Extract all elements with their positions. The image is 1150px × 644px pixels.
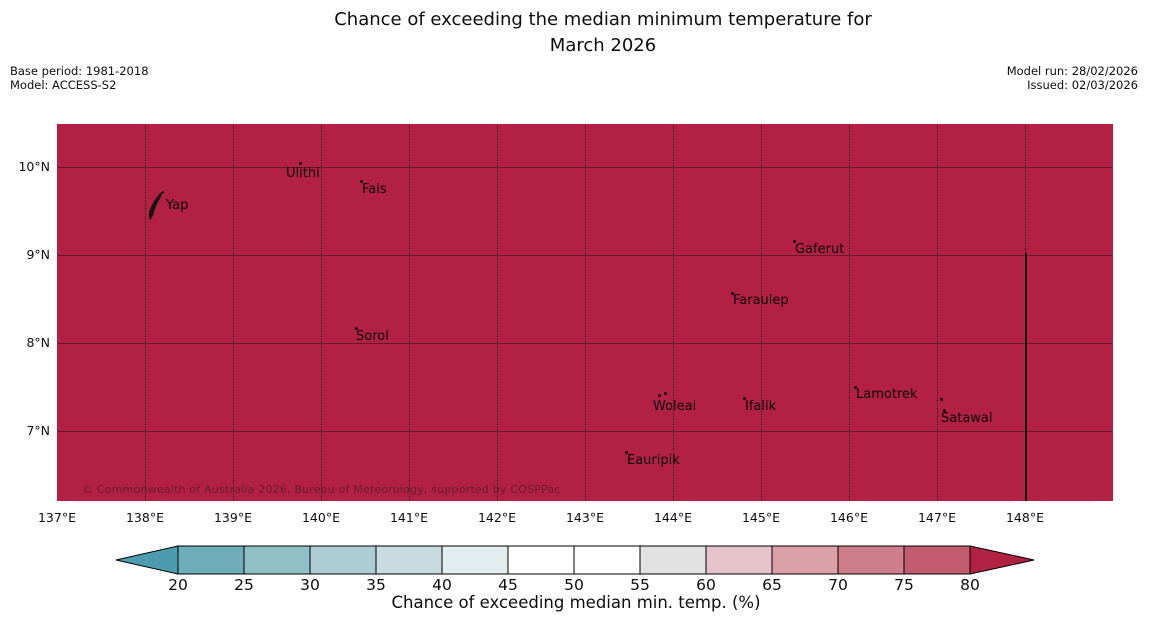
island-label: Satawal <box>941 411 993 426</box>
model-run-text: Model run: 28/02/2026 <box>1006 64 1138 78</box>
colorbar-tick-label: 25 <box>234 576 254 594</box>
island-label: Fais <box>362 182 387 197</box>
island-label: Faraulep <box>733 293 789 308</box>
model-info: Base period: 1981-2018 Model: ACCESS-S2 <box>10 64 149 92</box>
island-marker-dot <box>355 327 358 330</box>
colorbar-tick-label: 50 <box>564 576 584 594</box>
island-label: Gaferut <box>795 242 845 257</box>
colorbar-segment <box>837 545 905 575</box>
island-label: Sorol <box>356 329 389 344</box>
gridline-vertical <box>585 124 586 501</box>
colorbar-segment <box>573 545 641 575</box>
colorbar-segment <box>309 545 377 575</box>
gridline-horizontal <box>57 255 1113 256</box>
gridline-horizontal <box>57 431 1113 432</box>
colorbar <box>115 545 1035 575</box>
colorbar-segment <box>639 545 707 575</box>
island-marker-dot <box>743 397 746 400</box>
colorbar-tick-label: 70 <box>828 576 848 594</box>
colorbar-segment <box>507 545 575 575</box>
x-tick-label: 138°E <box>125 510 164 525</box>
colorbar-segment <box>177 545 245 575</box>
colorbar-tick-label: 30 <box>300 576 320 594</box>
gridline-vertical <box>673 124 674 501</box>
colorbar-segment <box>771 545 839 575</box>
x-tick-label: 143°E <box>565 510 604 525</box>
island-marker-dot <box>854 386 857 389</box>
gridline-vertical <box>409 124 410 501</box>
island-marker-dot <box>940 398 943 401</box>
gridline-vertical <box>937 124 938 501</box>
island-marker-dot <box>943 409 946 412</box>
gridline-horizontal <box>57 167 1113 168</box>
colorbar-tick-label: 45 <box>498 576 518 594</box>
x-tick-label: 145°E <box>741 510 780 525</box>
gridline-horizontal <box>57 343 1113 344</box>
run-info: Model run: 28/02/2026 Issued: 02/03/2026 <box>1007 64 1138 92</box>
issued-text: Issued: 02/03/2026 <box>1027 78 1138 92</box>
colorbar-segment <box>243 545 311 575</box>
model-name-text: Model: ACCESS-S2 <box>10 78 117 92</box>
x-tick-label: 139°E <box>213 510 252 525</box>
state-boundary-line <box>1025 253 1027 501</box>
colorbar-left-arrow <box>115 545 179 575</box>
y-tick-label: 9°N <box>26 247 50 262</box>
island-marker-dot <box>793 240 796 243</box>
x-tick-label: 137°E <box>37 510 76 525</box>
yap-island-shape <box>148 191 165 220</box>
title-line-2: March 2026 <box>549 35 657 56</box>
colorbar-right-arrow <box>969 545 1035 575</box>
colorbar-tick-label: 40 <box>432 576 452 594</box>
island-marker-dot <box>658 394 661 397</box>
colorbar-tick-label: 80 <box>960 576 980 594</box>
island-marker-dot <box>299 162 302 165</box>
colorbar-segment <box>903 545 971 575</box>
gridline-vertical <box>233 124 234 501</box>
colorbar-segment <box>441 545 509 575</box>
island-marker-dot <box>731 292 734 295</box>
island-label: Eauripik <box>627 453 680 468</box>
island-label: Ulithi <box>286 166 320 181</box>
x-tick-label: 146°E <box>829 510 868 525</box>
y-tick-label: 8°N <box>26 335 50 350</box>
colorbar-tick-label: 35 <box>366 576 386 594</box>
x-tick-label: 140°E <box>301 510 340 525</box>
y-tick-label: 10°N <box>18 159 50 174</box>
colorbar-caption: Chance of exceeding median min. temp. (%… <box>391 593 761 612</box>
gridline-vertical <box>497 124 498 501</box>
gridline-vertical <box>145 124 146 501</box>
island-label: Woleai <box>653 399 697 414</box>
colorbar-tick-label: 65 <box>762 576 782 594</box>
colorbar-segment <box>375 545 443 575</box>
colorbar-tick-label: 20 <box>168 576 188 594</box>
island-marker-dot <box>664 392 667 395</box>
y-tick-label: 7°N <box>26 423 50 438</box>
island-label: Ifalik <box>745 399 777 414</box>
x-tick-label: 148°E <box>1005 510 1044 525</box>
base-period-text: Base period: 1981-2018 <box>10 64 149 78</box>
gridline-vertical <box>761 124 762 501</box>
page-title: Chance of exceeding the median minimum t… <box>56 7 1150 59</box>
x-tick-label: 147°E <box>917 510 956 525</box>
x-tick-label: 142°E <box>477 510 516 525</box>
island-label: Yap <box>166 198 189 213</box>
gridline-vertical <box>849 124 850 501</box>
x-tick-label: 144°E <box>653 510 692 525</box>
map-region: © Commonwealth of Australia 2026, Bureau… <box>57 124 1113 501</box>
colorbar-tick-label: 60 <box>696 576 716 594</box>
island-marker-dot <box>360 180 363 183</box>
colorbar-tick-label: 55 <box>630 576 650 594</box>
colorbar-segment <box>705 545 773 575</box>
x-tick-label: 141°E <box>389 510 428 525</box>
colorbar-tick-label: 75 <box>894 576 914 594</box>
island-label: Lamotrek <box>856 387 918 402</box>
gridline-vertical <box>321 124 322 501</box>
colorbar-svg <box>115 545 1035 575</box>
title-line-1: Chance of exceeding the median minimum t… <box>334 9 872 30</box>
island-marker-dot <box>625 451 628 454</box>
